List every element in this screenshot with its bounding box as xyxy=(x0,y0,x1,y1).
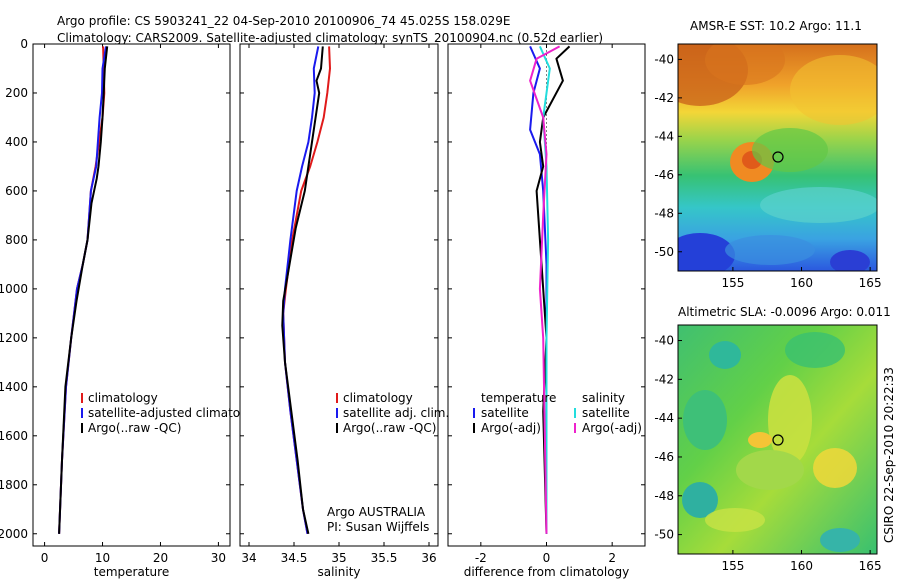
sst-map-xtick-label: 155 xyxy=(721,276,744,290)
difference-legend-label: salinity xyxy=(582,391,625,405)
sst-map-ytick-label: -42 xyxy=(654,91,674,105)
depth-tick-label: 1400 xyxy=(0,380,28,394)
sla-map-ytick-label: -44 xyxy=(654,411,674,425)
difference-legend-label: satellite xyxy=(582,406,630,420)
sst-heatmap-image xyxy=(678,44,877,271)
temperature-axes-box xyxy=(32,43,231,547)
sla-map-xtick-label: 155 xyxy=(721,559,744,573)
salinity-axes-box xyxy=(239,43,439,547)
depth-tick-label: 1600 xyxy=(0,429,28,443)
salinity-series-argo-raw-qc xyxy=(281,46,324,535)
sla-map-ytick-label: -46 xyxy=(654,450,674,464)
figure-title-line2: Climatology: CARS2009. Satellite-adjuste… xyxy=(57,31,604,45)
sst-map-title: AMSR-E SST: 10.2 Argo: 11.1 xyxy=(690,19,862,33)
salinity-legend-label: climatology xyxy=(343,391,413,405)
sla-map-ytick-label: -50 xyxy=(654,528,674,542)
sst-map-plot: 155 160 165 -40 -42 -44 -46 -48 -50 xyxy=(654,43,882,290)
sst-map-ytick-label: -40 xyxy=(654,52,674,66)
sst-map-xtick-label: 165 xyxy=(859,276,882,290)
csiro-side-label: CSIRO 22-Sep-2010 20:22:33 xyxy=(882,367,896,543)
figure-title-line1: Argo profile: CS 5903241_22 04-Sep-2010 … xyxy=(57,14,511,28)
temperature-series-argo-raw-qc xyxy=(58,46,109,534)
sla-map-xtick-label: 165 xyxy=(859,559,882,573)
salinity-legend-label: satellite adj. clim. xyxy=(343,406,449,420)
temperature-xtick-label: 30 xyxy=(211,551,226,565)
temperature-xtick-label: 20 xyxy=(153,551,168,565)
salinity-legend-label: Argo(..raw -QC) xyxy=(343,421,436,435)
difference-legend-label: temperature xyxy=(481,391,556,405)
depth-tick-label: 400 xyxy=(5,135,28,149)
salinity-xtick-label: 36 xyxy=(421,551,436,565)
sla-map-plot: 155 160 165 -40 -42 -44 -46 -48 -50 xyxy=(654,324,882,573)
difference-xtick-label: 0 xyxy=(543,551,551,565)
salinity-panel: 34 34.5 35 35.5 36 salinity climatologysatelli… xyxy=(239,43,449,579)
depth-tick-label: 200 xyxy=(5,86,28,100)
temperature-panel: 0 10 20 30 0 200 400 600 800 1000 1200 1400 1600 1800… xyxy=(0,37,266,579)
sst-map-ytick-label: -50 xyxy=(654,245,674,259)
sla-profile-marker xyxy=(772,434,784,446)
sst-map-ytick-label: -44 xyxy=(654,129,674,143)
sst-map-ytick-label: -46 xyxy=(654,168,674,182)
sst-map-ytick-label: -48 xyxy=(654,206,674,220)
salinity-xlabel: salinity xyxy=(317,565,360,579)
temperature-legend-label: Argo(..raw -QC) xyxy=(88,421,181,435)
difference-legend-label: Argo(-adj) xyxy=(582,421,642,435)
sla-map-title: Altimetric SLA: -0.0096 Argo: 0.011 xyxy=(678,305,891,319)
depth-tick-label: 800 xyxy=(5,233,28,247)
temperature-xtick-label: 0 xyxy=(41,551,49,565)
argo-annotation: PI: Susan Wijffels xyxy=(327,520,429,534)
depth-tick-label: 2000 xyxy=(0,527,28,541)
argo-annotation: Argo AUSTRALIA xyxy=(327,505,426,519)
depth-tick-label: 1800 xyxy=(0,478,28,492)
sla-map-ytick-label: -42 xyxy=(654,372,674,386)
difference-series-argo-adj xyxy=(529,45,561,534)
difference-xlabel: difference from climatology xyxy=(464,565,630,579)
difference-xtick-label: -2 xyxy=(475,551,487,565)
temperature-legend-label: satellite-adjusted climatology xyxy=(88,406,266,420)
depth-tick-label: 0 xyxy=(20,37,28,51)
temperature-xtick-label: 10 xyxy=(95,551,110,565)
depth-tick-label: 1000 xyxy=(0,282,28,296)
sla-map-ytick-label: -48 xyxy=(654,489,674,503)
sst-map-xtick-label: 160 xyxy=(790,276,813,290)
sla-map-xtick-label: 160 xyxy=(790,559,813,573)
sla-map-ytick-label: -40 xyxy=(654,334,674,348)
salinity-xtick-label: 34 xyxy=(241,551,256,565)
depth-tick-label: 1200 xyxy=(0,331,28,345)
difference-legend-label: satellite xyxy=(481,406,529,420)
salinity-xtick-label: 35 xyxy=(331,551,346,565)
difference-xtick-label: 2 xyxy=(608,551,616,565)
sla-heatmap-image xyxy=(678,325,877,554)
depth-tick-label: 600 xyxy=(5,184,28,198)
temperature-legend-label: climatology xyxy=(88,391,158,405)
temperature-xlabel: temperature xyxy=(94,565,169,579)
salinity-xtick-label: 35.5 xyxy=(371,551,398,565)
sst-profile-marker xyxy=(772,151,784,163)
salinity-xtick-label: 34.5 xyxy=(281,551,308,565)
difference-legend-label: Argo(-adj) xyxy=(481,421,541,435)
